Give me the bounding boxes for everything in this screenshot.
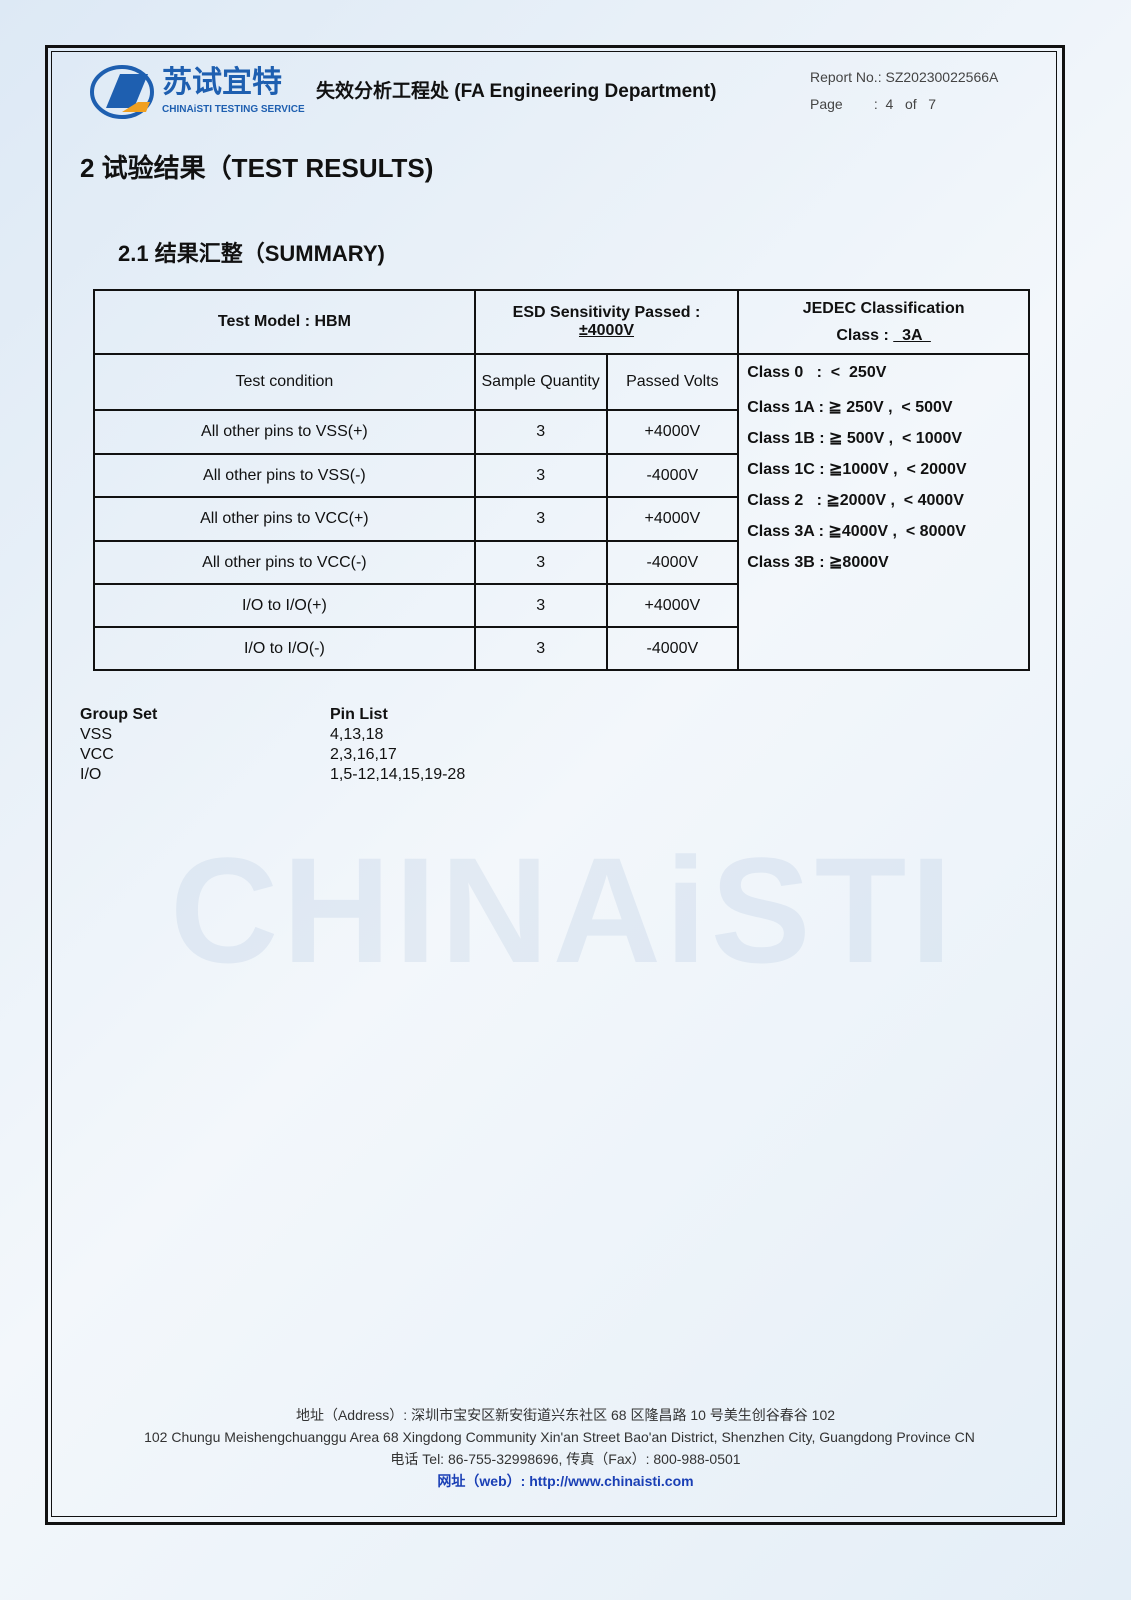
col-header: Passed Volts (605, 353, 740, 411)
pin-list-column: Pin List 4,13,18 2,3,16,17 1,5-12,14,15,… (330, 705, 465, 785)
footer-address-cn: 地址（Address）: 深圳市宝安区新安街道兴东社区 68 区隆昌路 10 号… (295, 1407, 836, 1423)
pin-list: 2,3,16,17 (330, 746, 397, 763)
class-item: Class 3B : ≧8000V (747, 554, 889, 571)
cell: All other pins to VCC(+) (93, 496, 476, 542)
section-title: 2 试验结果（TEST RESULTS) (80, 153, 434, 183)
group-name: I/O (80, 766, 102, 783)
page-value: : 4 of 7 (873, 96, 937, 112)
table-row: All other pins to VCC(-) 3 -4000V (93, 540, 1029, 585)
website-link[interactable]: 网址（web）: http://www.chinaisti.com (437, 1473, 694, 1489)
group-name: VSS (80, 726, 113, 743)
cell: All other pins to VSS(+) (93, 409, 476, 455)
section-subtitle: 2.1 结果汇整（SUMMARY) (118, 241, 385, 266)
cell: All other pins to VCC(-) (93, 540, 476, 585)
cell: 3 (473, 409, 608, 455)
table-row: All other pins to VSS(-) 3 -4000V (93, 453, 1029, 498)
cell: +4000V (605, 409, 740, 455)
class-item: Class 3A : ≧4000V , < 8000V (747, 523, 966, 540)
cell: -4000V (605, 540, 740, 585)
jedec-classification: JEDEC Classification Class : 3A (737, 289, 1030, 355)
class-item: Class 1A : ≧ 250V , < 500V (747, 399, 953, 416)
department-title: 失效分析工程处 (FA Engineering Department) (316, 81, 717, 102)
class-list: Class 0 : < 250V Class 1A : ≧ 250V , < 5… (737, 353, 1030, 671)
logo-text: 苏试宜特 (162, 66, 282, 99)
table-row: All other pins to VCC(+) 3 +4000V (93, 496, 1029, 542)
page-border (45, 45, 1065, 1525)
cell: I/O to I/O(+) (93, 583, 476, 628)
class-item: Class 1C : ≧1000V , < 2000V (747, 461, 967, 478)
report-no: Report No.: SZ20230022566A (810, 69, 998, 85)
jedec-class-label: Class : (836, 327, 894, 344)
jedec-class-value: 3A (893, 327, 931, 344)
cell: 3 (473, 583, 608, 628)
col-header: Test condition (93, 353, 476, 411)
page-border-inner (51, 51, 1057, 1517)
class-item: Class 0 : < 250V (747, 364, 887, 381)
col-header: Sample Quantity (473, 353, 608, 411)
pin-list: 4,13,18 (330, 726, 384, 743)
group-name: VCC (80, 746, 114, 763)
cell: I/O to I/O(-) (93, 626, 476, 671)
group-set-column: Group Set VSS VCC I/O (80, 705, 157, 785)
cell: 3 (473, 496, 608, 542)
test-model: Test Model : HBM (93, 289, 476, 355)
cell: +4000V (605, 496, 740, 542)
report-no-label: Report No.: (810, 69, 882, 85)
jedec-title: JEDEC Classification (802, 300, 965, 317)
table-row: All other pins to VSS(+) 3 +4000V (93, 409, 1029, 455)
watermark: CHINAiSTI (170, 826, 956, 994)
cell: +4000V (605, 583, 740, 628)
logo-subtext: CHINAiSTI TESTING SERVICE (162, 104, 305, 115)
page-label: Page (810, 96, 843, 112)
cell: -4000V (605, 453, 740, 498)
esd-label: ESD Sensitivity Passed : (512, 304, 701, 321)
logo-icon (90, 65, 154, 119)
cell: 3 (473, 453, 608, 498)
esd-passed: ESD Sensitivity Passed : ±4000V (473, 289, 740, 355)
cell: All other pins to VSS(-) (93, 453, 476, 498)
cell: 3 (473, 626, 608, 671)
cell: 3 (473, 540, 608, 585)
table-row: I/O to I/O(-) 3 -4000V (93, 626, 1029, 671)
footer-address-en: 102 Chungu Meishengchuanggu Area 68 Xing… (144, 1429, 975, 1445)
group-header: Group Set (80, 706, 158, 723)
cell: -4000V (605, 626, 740, 671)
footer-phone: 电话 Tel: 86-755-32998696, 传真（Fax）: 800-98… (390, 1451, 741, 1467)
results-table: Test Model : HBM ESD Sensitivity Passed … (93, 289, 1030, 671)
pin-list: 1,5-12,14,15,19-28 (330, 766, 466, 783)
class-item: Class 1B : ≧ 500V , < 1000V (747, 430, 963, 447)
page-number: Page : 4 of 7 (810, 96, 936, 112)
table-row: I/O to I/O(+) 3 +4000V (93, 583, 1029, 628)
esd-value: ±4000V (578, 322, 635, 339)
pin-header: Pin List (330, 706, 388, 723)
report-no-value: SZ20230022566A (885, 69, 999, 85)
class-item: Class 2 : ≧2000V , < 4000V (747, 492, 964, 509)
